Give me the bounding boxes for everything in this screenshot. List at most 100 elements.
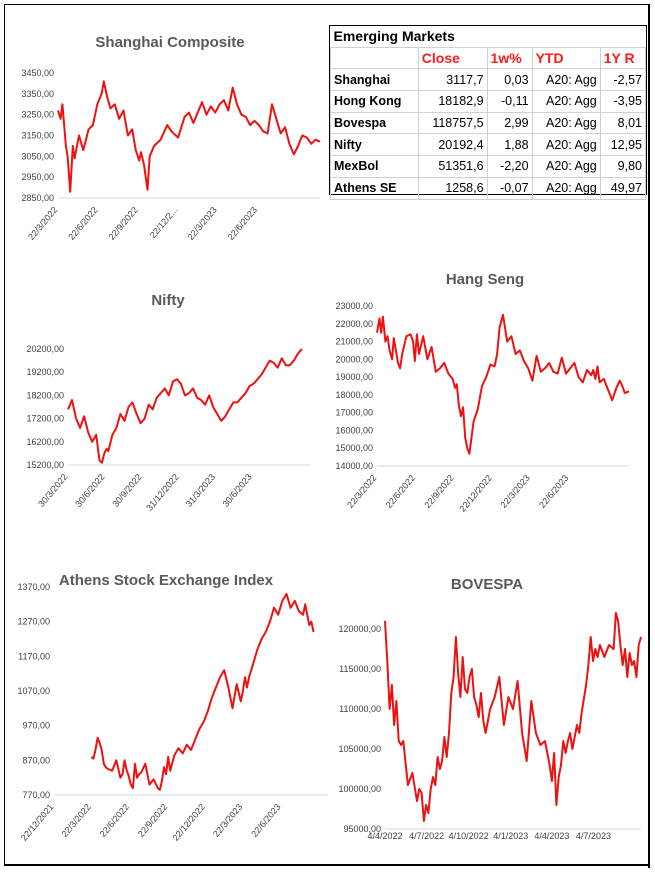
shanghai-y-tick-label: 3150,00	[21, 131, 54, 141]
row-close: 18182,9	[417, 90, 488, 113]
table-row: Nifty 20192,4 1,88 A20: Agg 12,95	[330, 133, 647, 157]
hangseng-y-tick-label: 15000,00	[335, 443, 373, 453]
hangseng-y-tick-label: 23000,00	[335, 301, 373, 311]
bovespa-x-tick-label: 4/7/2023	[576, 831, 611, 841]
row-name: Bovespa	[330, 111, 419, 135]
hangseng-chart-svg: Hang Seng 14000,00 15000,00 16000,00 17000,0…	[335, 271, 630, 514]
row-1y: 49,97	[599, 176, 647, 200]
bovespa-chart-title: BOVESPA	[451, 576, 523, 593]
bovespa-x-tick-label: 4/4/2022	[367, 831, 402, 841]
row-1y: -2,57	[599, 68, 647, 92]
table-row: Shanghai 3117,7 0,03 A20: Agg -2,57	[330, 68, 647, 92]
shanghai-x-tick-label: 22/12/2...	[148, 205, 180, 240]
nifty-x-tick-label: 30/9/2022	[110, 472, 143, 509]
athens-y-tick-label: 970,00	[22, 721, 50, 731]
row-close: 118757,5	[417, 111, 488, 135]
hangseng-y-tick-label: 14000,00	[335, 461, 373, 471]
header-close: Close	[417, 46, 488, 70]
nifty-chart-title: Nifty	[151, 292, 185, 309]
row-name: Nifty	[330, 133, 419, 157]
row-1w: -0,07	[486, 176, 533, 200]
nifty-y-tick-label: 20200,00	[26, 344, 64, 354]
hangseng-x-tick-label: 22/3/2022	[345, 473, 378, 510]
row-1y: 9,80	[599, 155, 647, 178]
nifty-y-tick-label: 18200,00	[26, 390, 64, 400]
row-close: 3117,7	[417, 68, 488, 92]
athens-y-tick-label: 1370,00	[17, 582, 50, 592]
hangseng-x-tick-label: 22/9/2022	[422, 473, 455, 510]
hangseng-y-tick-label: 22000,00	[335, 319, 373, 329]
hangseng-y-tick-label: 19000,00	[335, 372, 373, 382]
table-row: Bovespa 118757,5 2,99 A20: Agg 8,01	[330, 111, 647, 135]
athens-x-tick-label: 22/3/2023	[211, 802, 244, 839]
row-name: Athens SE	[330, 176, 419, 200]
hangseng-x-tick-label: 22/3/2023	[498, 473, 531, 510]
athens-y-tick-label: 1270,00	[17, 617, 50, 627]
row-1y: 8,01	[599, 111, 647, 135]
row-close: 20192,4	[417, 133, 488, 157]
hangseng-chart-title: Hang Seng	[446, 271, 524, 288]
athens-x-tick-label: 22/3/2022	[59, 802, 92, 839]
chart-nifty: Nifty 15200,00 16200,00 17200,00 18200,00 192…	[10, 285, 330, 550]
table-header-row: Close 1w% YTD 1Y R	[330, 46, 647, 70]
bovespa-chart-svg: BOVESPA 95000,00 100000,00 105000,00 110000,…	[338, 576, 642, 841]
bovespa-x-tick-label: 4/4/2023	[534, 831, 569, 841]
shanghai-y-tick-label: 3250,00	[21, 110, 54, 120]
shanghai-x-tick-label: 22/3/2023	[186, 205, 219, 242]
bovespa-y-tick-label: 110000,00	[339, 704, 381, 714]
chart-hangseng: Hang Seng 14000,00 15000,00 16000,00 17000,0…	[325, 262, 645, 552]
shanghai-series-line	[57, 80, 321, 193]
athens-x-tick-label: 22/12/2022	[170, 802, 207, 843]
shanghai-x-tick-label: 22/6/2023	[226, 205, 259, 242]
nifty-series-line	[67, 348, 303, 464]
nifty-chart-svg: Nifty 15200,00 16200,00 17200,00 18200,00 192…	[26, 292, 310, 513]
hangseng-y-tick-label: 21000,00	[335, 337, 373, 347]
row-ytd: A20: Agg	[531, 111, 601, 135]
header-ytd: YTD	[531, 46, 601, 70]
shanghai-y-tick-label: 3350,00	[21, 89, 54, 99]
bovespa-x-tick-label: 4/10/2022	[449, 831, 489, 841]
nifty-y-tick-label: 17200,00	[26, 414, 64, 424]
athens-chart-title: Athens Stock Exchange Index	[59, 572, 274, 589]
table-row: MexBol 51351,6 -2,20 A20: Agg 9,80	[330, 155, 647, 178]
athens-y-tick-label: 1170,00	[18, 651, 50, 661]
row-close: 1258,6	[417, 176, 488, 200]
row-ytd: A20: Agg	[531, 133, 601, 157]
nifty-y-tick-label: 19200,00	[26, 367, 64, 377]
row-name: Shanghai	[330, 68, 419, 92]
bovespa-y-tick-label: 120000,00	[338, 624, 381, 634]
bovespa-x-tick-label: 4/1/2023	[493, 831, 528, 841]
nifty-x-tick-label: 30/6/2023	[220, 472, 253, 509]
hangseng-x-tick-label: 22/12/2022	[457, 473, 494, 514]
nifty-x-tick-label: 31/12/2022	[144, 472, 181, 513]
row-close: 51351,6	[417, 155, 488, 178]
bovespa-y-tick-label: 105000,00	[338, 744, 381, 754]
table-row: Hong Kong 18182,9 -0,11 A20: Agg -3,95	[330, 90, 647, 113]
row-1w: -0,11	[486, 90, 533, 113]
hangseng-y-tick-label: 20000,00	[335, 354, 373, 364]
shanghai-chart-title: Shanghai Composite	[95, 34, 244, 51]
em-table-grid: Emerging Markets Close 1w% YTD 1Y R Shan…	[330, 26, 647, 200]
row-1y: -3,95	[599, 90, 647, 113]
hangseng-series-line	[376, 313, 630, 455]
header-blank	[330, 46, 419, 70]
athens-x-tick-label: 22/6/2023	[249, 802, 282, 839]
row-ytd: A20: Agg	[531, 90, 601, 113]
header-1y: 1Y R	[599, 46, 647, 70]
emerging-markets-table: Emerging Markets Close 1w% YTD 1Y R Shan…	[329, 25, 647, 200]
nifty-y-tick-label: 15200,00	[26, 460, 64, 470]
table-title: Emerging Markets	[333, 28, 455, 45]
shanghai-y-tick-label: 3050,00	[21, 151, 54, 161]
row-1w: 0,03	[486, 68, 533, 92]
hangseng-y-tick-label: 16000,00	[335, 425, 373, 435]
shanghai-y-tick-label: 2950,00	[21, 172, 54, 182]
athens-y-tick-label: 1070,00	[17, 686, 50, 696]
hangseng-x-tick-label: 22/6/2023	[537, 473, 570, 510]
chart-bovespa: BOVESPA 95000,00 100000,00 105000,00 110000,…	[325, 565, 645, 865]
bovespa-y-tick-label: 95000,00	[343, 824, 381, 834]
table-title-row: Emerging Markets	[331, 26, 646, 47]
bovespa-y-tick-label: 100000,00	[338, 784, 381, 794]
athens-chart-svg: Athens Stock Exchange Index 770,00 870,00 9…	[17, 572, 328, 843]
athens-series-line	[90, 592, 315, 791]
table-row: Athens SE 1258,6 -0,07 A20: Agg 49,97	[330, 176, 647, 200]
